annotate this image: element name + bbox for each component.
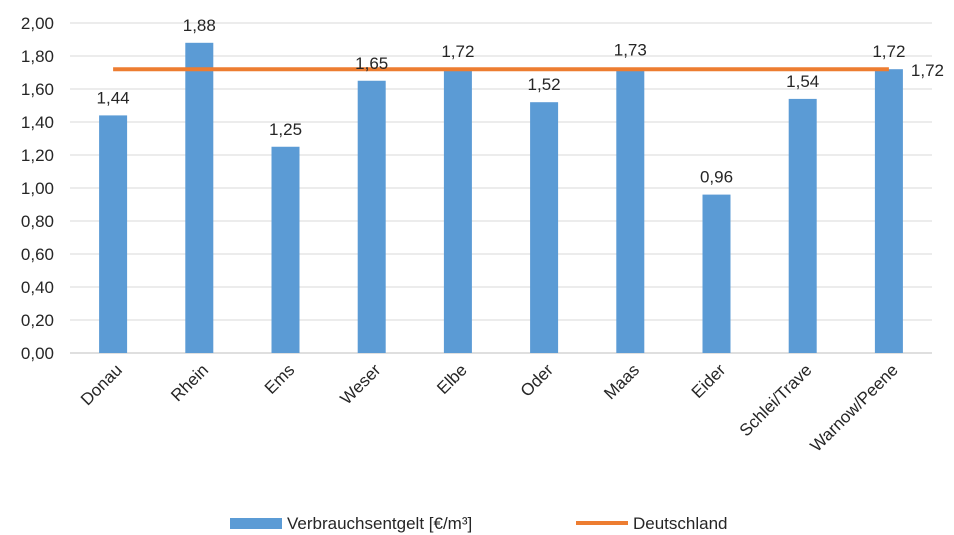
bar-data-label: 1,44 xyxy=(97,88,130,107)
bar-data-label: 1,88 xyxy=(183,16,216,35)
y-tick-label: 2,00 xyxy=(21,14,54,33)
y-tick-label: 1,20 xyxy=(21,146,54,165)
x-axis-category-labels: Donau Rhein Ems Weser Elbe Oder Maas Eider Schle… xyxy=(77,360,902,455)
category-label: Weser xyxy=(337,360,385,408)
legend: Verbrauchsentgelt [€/m³] Deutschland xyxy=(230,514,728,533)
bar-series xyxy=(99,42,903,354)
bar-data-label: 1,73 xyxy=(614,41,647,60)
category-label: Schlei/Trave xyxy=(736,360,816,440)
category-label: Donau xyxy=(77,360,126,409)
bar xyxy=(530,102,559,353)
bar-data-label: 1,52 xyxy=(528,75,561,94)
y-tick-label: 0,00 xyxy=(21,344,54,363)
bar xyxy=(271,146,300,353)
bar xyxy=(185,42,214,354)
y-tick-label: 0,20 xyxy=(21,311,54,330)
bar-data-label: 1,72 xyxy=(441,42,474,61)
category-label: Oder xyxy=(517,360,557,400)
bar xyxy=(99,115,128,354)
category-label: Maas xyxy=(600,360,643,403)
y-tick-label: 0,80 xyxy=(21,212,54,231)
y-tick-label: 1,00 xyxy=(21,179,54,198)
y-axis-tick-labels: 0,00 0,20 0,40 0,60 0,80 1,00 1,20 1,40 1,60 1,80… xyxy=(21,14,54,363)
category-label: Ems xyxy=(261,360,298,397)
bar xyxy=(616,67,645,354)
y-tick-label: 1,80 xyxy=(21,47,54,66)
bar-data-label: 1,72 xyxy=(872,42,905,61)
grid-lines xyxy=(70,22,932,354)
bar xyxy=(443,69,472,353)
bar xyxy=(788,98,817,354)
legend-label-bar: Verbrauchsentgelt [€/m³] xyxy=(287,514,472,533)
bar-data-label: 1,25 xyxy=(269,120,302,139)
category-label: Warnow/Peene xyxy=(807,360,902,455)
bar xyxy=(702,194,731,353)
legend-swatch-bar xyxy=(230,518,282,529)
data-labels: 1,44 1,88 1,25 1,65 1,72 1,52 1,73 0,96 1,54 1,72… xyxy=(97,16,944,187)
bar-data-label: 1,65 xyxy=(355,54,388,73)
y-tick-label: 0,60 xyxy=(21,245,54,264)
category-label: Eider xyxy=(688,360,730,402)
bar xyxy=(357,80,386,353)
category-label: Elbe xyxy=(433,360,470,397)
bar-data-label: 0,96 xyxy=(700,168,733,187)
bar-data-label: 1,54 xyxy=(786,72,819,91)
category-label: Rhein xyxy=(167,360,212,405)
y-tick-label: 1,40 xyxy=(21,113,54,132)
y-tick-label: 1,60 xyxy=(21,80,54,99)
line-data-label: 1,72 xyxy=(911,61,944,80)
bar xyxy=(874,69,903,353)
legend-label-line: Deutschland xyxy=(633,514,728,533)
y-tick-label: 0,40 xyxy=(21,278,54,297)
